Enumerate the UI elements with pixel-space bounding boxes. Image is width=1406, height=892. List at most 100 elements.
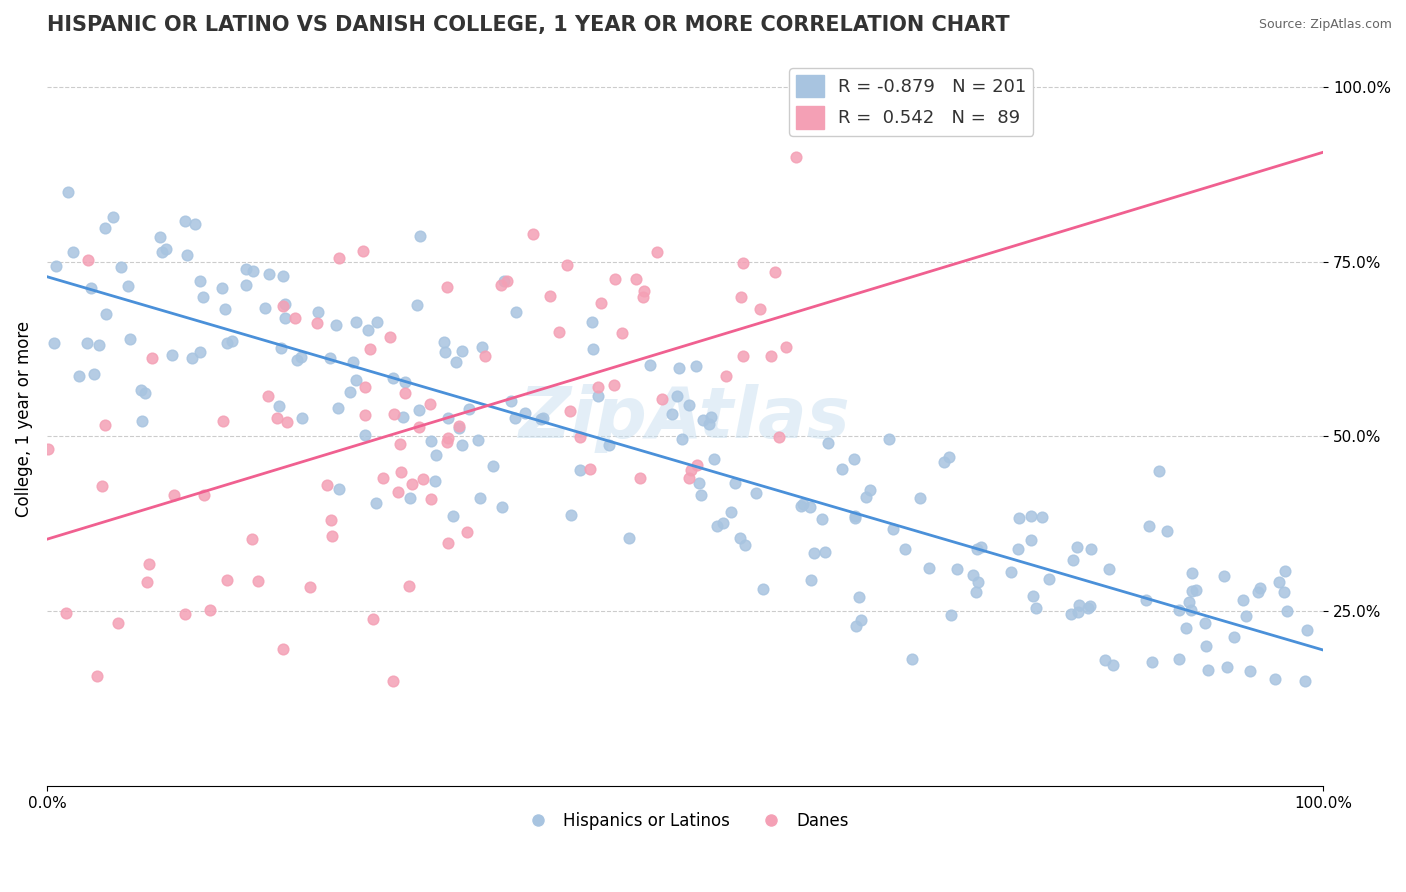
Hispanics or Latinos: [910, 491, 932, 506]
Danes: [763, 265, 786, 279]
Hispanics or Latinos: [451, 343, 474, 358]
Hispanics or Latinos: [689, 488, 711, 502]
Danes: [785, 150, 807, 164]
Danes: [382, 673, 405, 688]
Hispanics or Latinos: [877, 432, 900, 446]
Hispanics or Latinos: [290, 350, 312, 364]
Hispanics or Latinos: [271, 268, 294, 283]
Hispanics or Latinos: [844, 508, 866, 523]
Hispanics or Latinos: [399, 491, 422, 505]
Hispanics or Latinos: [441, 509, 464, 524]
Danes: [284, 311, 307, 326]
Hispanics or Latinos: [1212, 569, 1234, 583]
Hispanics or Latinos: [499, 394, 522, 409]
Danes: [436, 435, 458, 450]
Hispanics or Latinos: [117, 279, 139, 293]
Hispanics or Latinos: [678, 399, 700, 413]
Hispanics or Latinos: [1025, 601, 1047, 615]
Danes: [316, 478, 339, 492]
Danes: [94, 417, 117, 432]
Hispanics or Latinos: [900, 652, 922, 666]
Danes: [538, 289, 561, 303]
Hispanics or Latinos: [1274, 584, 1296, 599]
Danes: [449, 419, 471, 434]
Hispanics or Latinos: [1078, 599, 1101, 614]
Hispanics or Latinos: [150, 244, 173, 259]
Hispanics or Latinos: [692, 413, 714, 427]
Hispanics or Latinos: [967, 575, 990, 590]
Danes: [242, 532, 264, 546]
Hispanics or Latinos: [814, 544, 837, 558]
Hispanics or Latinos: [1274, 564, 1296, 578]
Danes: [768, 430, 790, 444]
Danes: [388, 436, 411, 450]
Danes: [645, 245, 668, 260]
Danes: [436, 535, 458, 549]
Hispanics or Latinos: [1216, 660, 1239, 674]
Danes: [633, 285, 655, 299]
Hispanics or Latinos: [458, 402, 481, 417]
Danes: [548, 325, 571, 339]
Hispanics or Latinos: [1147, 464, 1170, 478]
Hispanics or Latinos: [235, 261, 257, 276]
Hispanics or Latinos: [668, 360, 690, 375]
Hispanics or Latinos: [409, 229, 432, 244]
Hispanics or Latinos: [1247, 584, 1270, 599]
Hispanics or Latinos: [433, 334, 456, 349]
Hispanics or Latinos: [970, 540, 993, 554]
Hispanics or Latinos: [274, 297, 297, 311]
Hispanics or Latinos: [259, 267, 281, 281]
Hispanics or Latinos: [1062, 553, 1084, 567]
Hispanics or Latinos: [270, 341, 292, 355]
Danes: [371, 471, 394, 485]
Hispanics or Latinos: [855, 490, 877, 504]
Hispanics or Latinos: [1102, 658, 1125, 673]
Danes: [382, 407, 405, 421]
Hispanics or Latinos: [155, 242, 177, 256]
Hispanics or Latinos: [752, 582, 775, 596]
Danes: [419, 492, 441, 507]
Danes: [212, 414, 235, 428]
Hispanics or Latinos: [1175, 621, 1198, 635]
Danes: [603, 378, 626, 392]
Hispanics or Latinos: [1067, 599, 1090, 613]
Hispanics or Latinos: [946, 562, 969, 576]
Hispanics or Latinos: [160, 348, 183, 362]
Danes: [569, 430, 592, 444]
Hispanics or Latinos: [366, 315, 388, 329]
Hispanics or Latinos: [918, 560, 941, 574]
Hispanics or Latinos: [42, 336, 65, 351]
Danes: [328, 252, 350, 266]
Danes: [489, 277, 512, 292]
Danes: [495, 274, 517, 288]
Hispanics or Latinos: [325, 318, 347, 332]
Danes: [76, 252, 98, 267]
Hispanics or Latinos: [80, 281, 103, 295]
Hispanics or Latinos: [744, 485, 766, 500]
Danes: [138, 558, 160, 572]
Hispanics or Latinos: [734, 538, 756, 552]
Danes: [436, 280, 458, 294]
Hispanics or Latinos: [446, 354, 468, 368]
Hispanics or Latinos: [560, 508, 582, 522]
Hispanics or Latinos: [191, 290, 214, 304]
Hispanics or Latinos: [844, 510, 866, 524]
Danes: [256, 389, 278, 403]
Hispanics or Latinos: [471, 340, 494, 354]
Hispanics or Latinos: [110, 260, 132, 275]
Hispanics or Latinos: [211, 281, 233, 295]
Hispanics or Latinos: [859, 483, 882, 497]
Hispanics or Latinos: [366, 495, 388, 509]
Danes: [456, 525, 478, 540]
Hispanics or Latinos: [505, 305, 527, 319]
Hispanics or Latinos: [339, 384, 361, 399]
Danes: [394, 386, 416, 401]
Hispanics or Latinos: [1137, 518, 1160, 533]
Hispanics or Latinos: [408, 402, 430, 417]
Hispanics or Latinos: [425, 474, 447, 488]
Hispanics or Latinos: [1000, 565, 1022, 579]
Hispanics or Latinos: [242, 264, 264, 278]
Hispanics or Latinos: [966, 541, 988, 556]
Danes: [86, 668, 108, 682]
Text: HISPANIC OR LATINO VS DANISH COLLEGE, 1 YEAR OR MORE CORRELATION CHART: HISPANIC OR LATINO VS DANISH COLLEGE, 1 …: [46, 15, 1010, 35]
